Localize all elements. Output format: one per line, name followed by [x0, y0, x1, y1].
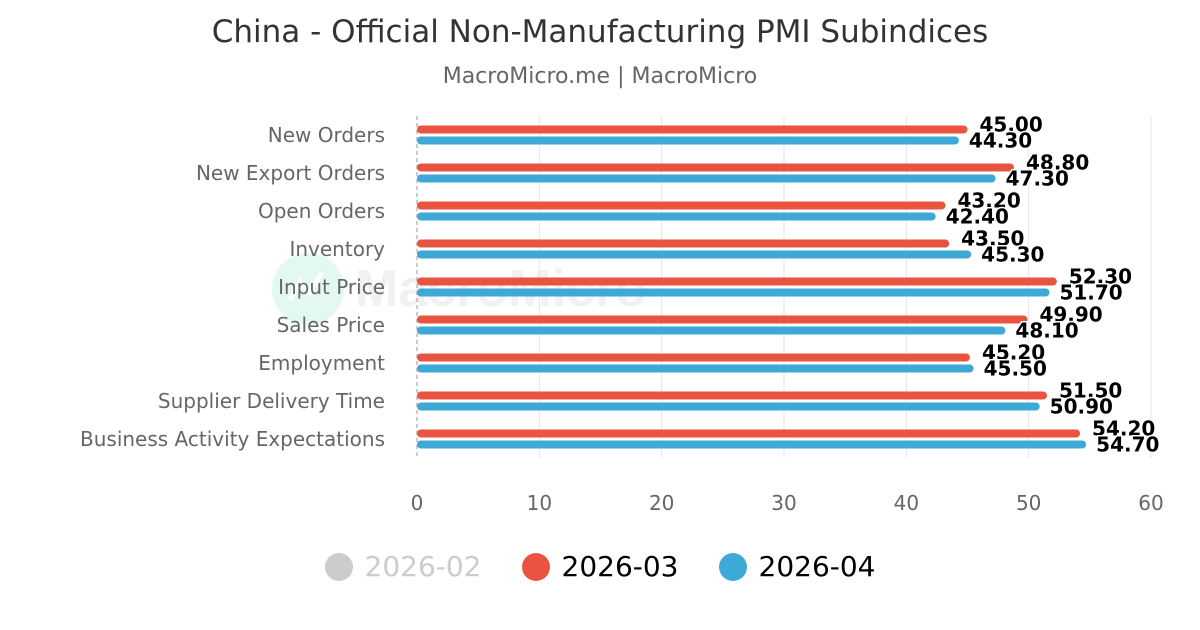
data-label: 45.00 [980, 113, 1043, 137]
category-label: Open Orders [258, 199, 385, 223]
bar-2026-03[interactable] [417, 391, 1048, 400]
macromicro-logo-icon [272, 253, 344, 325]
data-label: 52.30 [1069, 265, 1132, 289]
data-label: 43.50 [961, 227, 1024, 251]
data-label: 54.20 [1092, 417, 1155, 441]
bar-2026-04[interactable] [417, 212, 936, 221]
legend: 2026-02 2026-03 2026-04 [0, 550, 1200, 583]
watermark-glyph [287, 270, 325, 302]
x-tick-label: 40 [894, 491, 919, 515]
data-label: 51.70 [1059, 281, 1122, 305]
x-tick-label: 0 [411, 491, 424, 515]
bar-2026-04[interactable] [417, 402, 1040, 411]
data-label: 48.80 [1026, 151, 1089, 175]
data-label: 45.20 [982, 341, 1045, 365]
category-label: Inventory [289, 237, 385, 261]
data-label: 51.50 [1059, 379, 1122, 403]
bar-2026-04[interactable] [417, 174, 996, 183]
x-tick-label: 20 [649, 491, 674, 515]
legend-marker [521, 552, 550, 581]
chart-subtitle: MacroMicro.me | MacroMicro [442, 64, 758, 89]
bar-2026-03[interactable] [417, 125, 968, 134]
category-label: New Export Orders [196, 161, 385, 185]
bar-2026-03[interactable] [417, 239, 950, 248]
data-label: 48.10 [1015, 319, 1078, 343]
data-label: 43.20 [957, 189, 1020, 213]
bar-2026-03[interactable] [417, 315, 1028, 324]
legend-label: 2026-04 [758, 550, 876, 583]
bar-2026-03[interactable] [417, 277, 1057, 286]
legend-marker [718, 552, 747, 581]
bar-2026-04[interactable] [417, 364, 974, 373]
bar-2026-03[interactable] [417, 201, 946, 210]
data-label: 49.90 [1039, 303, 1102, 327]
x-tick-label: 10 [527, 491, 552, 515]
x-tick-label: 60 [1138, 491, 1163, 515]
bar-2026-03[interactable] [417, 429, 1081, 438]
chart-title: China - Official Non-Manufacturing PMI S… [211, 14, 989, 50]
legend-label: 2026-02 [364, 550, 482, 583]
category-label: Employment [258, 351, 385, 375]
legend-item-2026-02[interactable]: 2026-02 [324, 550, 482, 583]
legend-label: 2026-03 [561, 550, 679, 583]
bar-2026-04[interactable] [417, 288, 1050, 297]
bar-2026-03[interactable] [417, 353, 970, 362]
legend-marker [324, 552, 353, 581]
data-label: 54.70 [1096, 433, 1159, 457]
data-label: 50.90 [1050, 395, 1113, 419]
category-label: New Orders [268, 123, 385, 147]
legend-item-2026-03[interactable]: 2026-03 [521, 550, 679, 583]
x-tick-label: 50 [1016, 491, 1041, 515]
bar-2026-04[interactable] [417, 326, 1006, 335]
data-label: 45.50 [984, 357, 1047, 381]
bar-2026-04[interactable] [417, 136, 959, 145]
category-label: Input Price [278, 275, 385, 299]
data-label: 47.30 [1006, 167, 1069, 191]
x-tick-label: 30 [771, 491, 796, 515]
category-label: Sales Price [277, 313, 385, 337]
data-label: 42.40 [946, 205, 1009, 229]
bar-2026-03[interactable] [417, 163, 1014, 172]
category-label: Supplier Delivery Time [158, 389, 385, 413]
category-label: Business Activity Expectations [80, 427, 385, 451]
legend-item-2026-04[interactable]: 2026-04 [718, 550, 876, 583]
data-label: 45.30 [981, 243, 1044, 267]
data-label: 44.30 [969, 129, 1032, 153]
bar-2026-04[interactable] [417, 250, 972, 259]
bar-2026-04[interactable] [417, 440, 1087, 449]
